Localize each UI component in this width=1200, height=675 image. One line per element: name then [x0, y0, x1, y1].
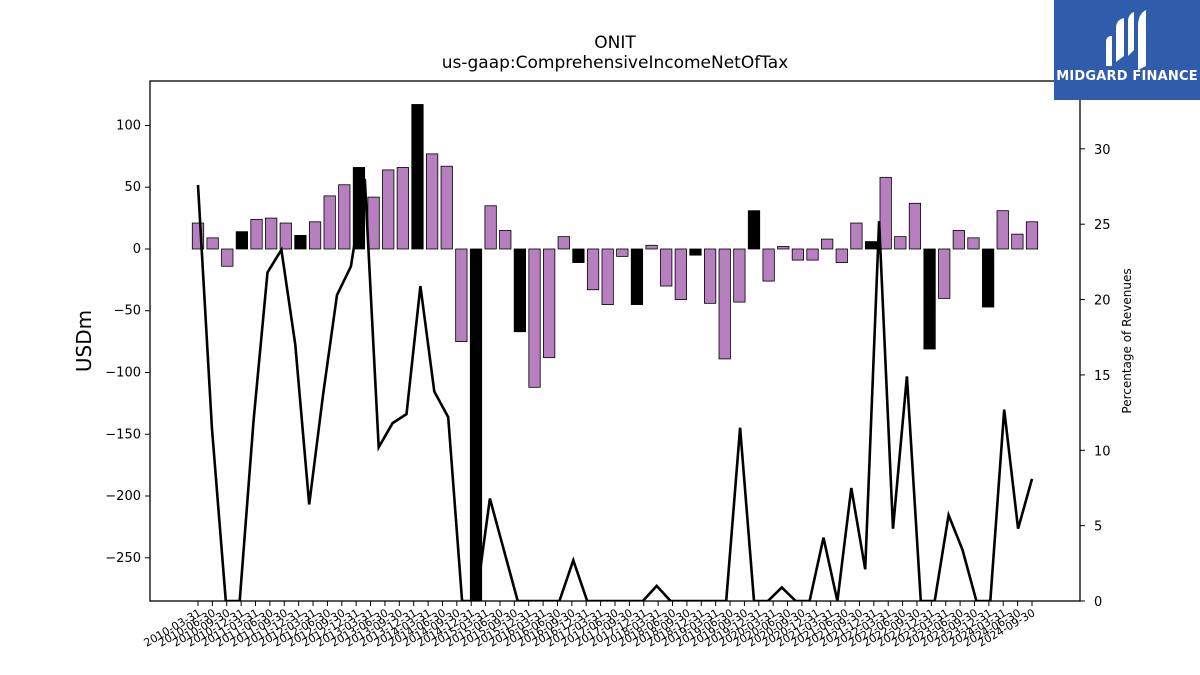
bar [864, 241, 878, 250]
bar [996, 210, 1009, 250]
y-axis-label: USDm [72, 310, 96, 372]
y-tick-label: 0 [133, 242, 141, 257]
y-axis-label-right: Percentage of Revenues [1120, 268, 1134, 413]
bar [981, 248, 995, 308]
bar [411, 104, 424, 250]
plot-frame [149, 80, 1081, 602]
bar [967, 237, 980, 250]
bar [1011, 233, 1024, 250]
y-right-tick-label: 20 [1094, 294, 1111, 309]
bar [513, 248, 527, 333]
bar [645, 244, 658, 250]
bar [747, 210, 761, 250]
y-axis-right: 0 5 10 15 20 25 30 [1080, 143, 1111, 610]
bar [206, 237, 219, 250]
bar [308, 221, 322, 250]
bar [469, 248, 483, 602]
y-right-tick-label: 15 [1094, 369, 1111, 384]
logo-mark-icon [1106, 10, 1146, 70]
bar [850, 222, 863, 250]
chart-subtitle: us-gaap:ComprehensiveIncomeNetOfTax [442, 53, 789, 73]
bar [279, 222, 292, 250]
bar [835, 248, 848, 263]
bar [879, 176, 892, 250]
bar [791, 248, 805, 261]
y-right-tick-label: 5 [1094, 520, 1102, 535]
bar [733, 248, 746, 303]
y-tick-label: −250 [105, 551, 141, 566]
bar [367, 196, 380, 250]
y-right-tick-label: 10 [1094, 444, 1111, 459]
bar-series [191, 104, 1039, 602]
bar [894, 236, 907, 250]
y-tick-label: −200 [105, 489, 141, 504]
bar [806, 248, 819, 261]
line-series [196, 178, 1034, 601]
bar [265, 217, 278, 250]
bar [660, 248, 673, 287]
bar [777, 246, 790, 250]
bar [557, 236, 570, 250]
bar [396, 167, 409, 250]
bar [674, 248, 687, 301]
bar [191, 222, 205, 250]
bar [1025, 221, 1039, 250]
bar [689, 248, 702, 256]
bar [294, 234, 307, 250]
y-tick-label: −150 [105, 427, 141, 442]
bar [952, 230, 965, 250]
bar [221, 248, 234, 267]
y-tick-label: −50 [114, 304, 141, 319]
bar [938, 248, 951, 299]
bar [528, 248, 541, 388]
y-tick-label: 100 [116, 118, 141, 133]
bar [338, 184, 351, 250]
y-tick-label: −100 [105, 365, 141, 380]
bar [718, 248, 731, 360]
bar [923, 248, 936, 350]
bar [323, 195, 336, 250]
y-axis-left: 100 50 0 −50 −100 −150 −200 −250 [105, 118, 150, 566]
y-tick-label: 50 [124, 180, 141, 195]
bar [425, 153, 439, 250]
bar [250, 218, 263, 250]
bar [821, 238, 834, 250]
bar [762, 248, 775, 282]
x-axis: 2010-03-312010-06-302010-09-302010-12-31… [142, 601, 1038, 650]
y-right-tick-label: 0 [1094, 595, 1102, 610]
bar [572, 248, 585, 263]
bar [543, 248, 556, 359]
logo-text: MIDGARD FINANCE [1056, 69, 1198, 84]
bar [382, 169, 395, 250]
bar [586, 248, 600, 291]
bar [499, 230, 512, 250]
midgard-finance-logo: MIDGARD FINANCE [1054, 0, 1200, 100]
y-right-tick-label: 25 [1094, 218, 1111, 233]
bar [455, 248, 468, 343]
bar [908, 202, 922, 250]
bar [484, 205, 497, 250]
y-right-tick-label: 30 [1094, 143, 1111, 158]
bar [440, 165, 453, 250]
bar [235, 231, 249, 250]
bar [630, 248, 644, 305]
bar [703, 248, 717, 304]
bar [616, 248, 629, 257]
chart-title: ONIT [594, 33, 636, 53]
series-line [196, 178, 1034, 601]
bar [601, 248, 614, 305]
